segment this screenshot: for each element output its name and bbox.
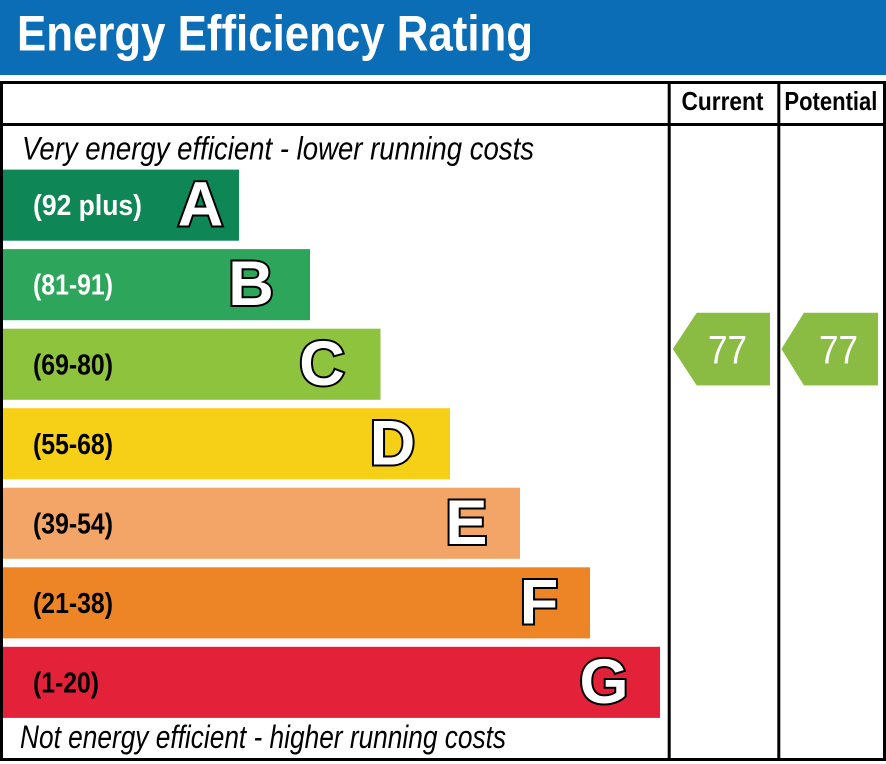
svg-text:F: F	[520, 567, 558, 637]
svg-text:(39-54): (39-54)	[33, 508, 113, 540]
svg-text:(81-91): (81-91)	[33, 270, 113, 302]
svg-text:Current: Current	[682, 86, 764, 116]
svg-text:(55-68): (55-68)	[33, 429, 113, 461]
svg-text:(1-20): (1-20)	[33, 667, 99, 699]
svg-text:(92 plus): (92 plus)	[33, 190, 142, 222]
svg-text:77: 77	[708, 329, 747, 373]
svg-text:B: B	[228, 249, 274, 319]
svg-text:G: G	[579, 647, 628, 717]
svg-text:C: C	[299, 329, 345, 399]
svg-text:(69-80): (69-80)	[33, 349, 113, 381]
svg-text:Not energy efficient - higher: Not energy efficient - higher running co…	[20, 719, 506, 755]
svg-text:E: E	[445, 488, 487, 558]
svg-text:Energy Efficiency Rating: Energy Efficiency Rating	[17, 6, 533, 62]
svg-text:77: 77	[819, 329, 858, 373]
svg-text:D: D	[370, 408, 416, 478]
svg-text:Very energy efficient - lower: Very energy efficient - lower running co…	[22, 131, 534, 167]
svg-text:A: A	[178, 170, 224, 240]
svg-text:Potential: Potential	[784, 86, 877, 116]
svg-text:(21-38): (21-38)	[33, 588, 113, 620]
